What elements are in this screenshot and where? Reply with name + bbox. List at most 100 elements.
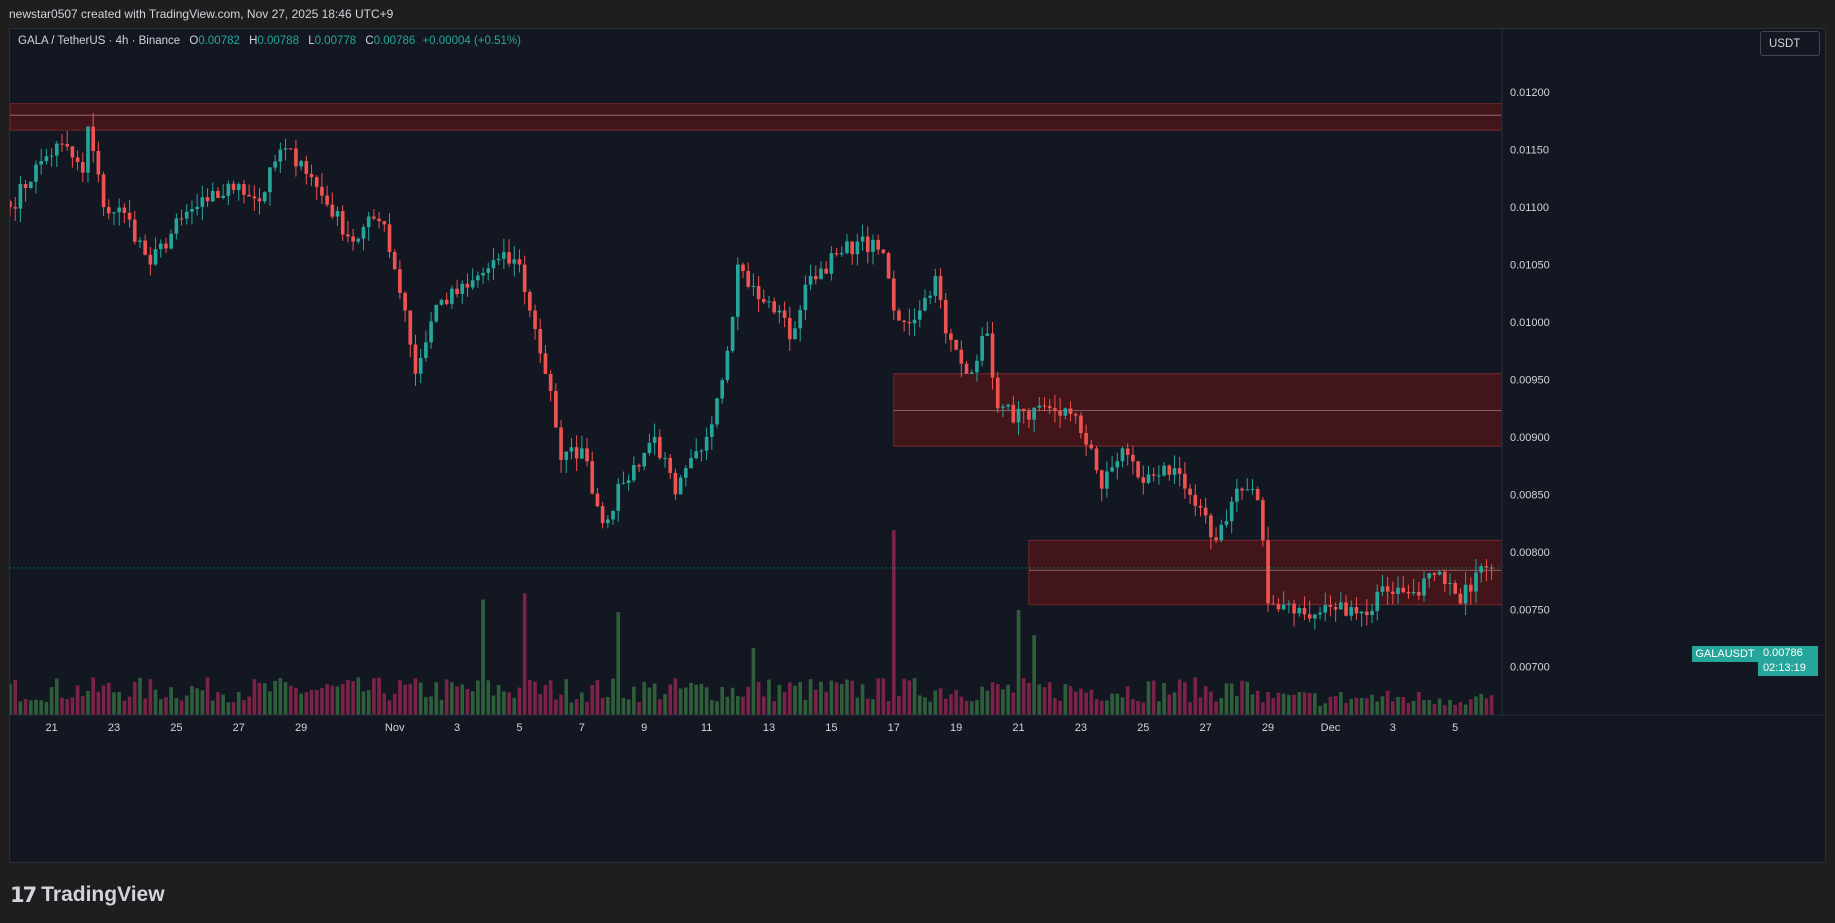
price-tick-label: 0.01200	[1510, 87, 1550, 99]
symbol-title[interactable]: GALA / TetherUS · 4h · Binance	[18, 35, 181, 47]
candle-body	[1333, 606, 1338, 610]
volume-bar	[1042, 687, 1047, 715]
volume-bar	[127, 696, 132, 715]
volume-bar	[1318, 705, 1322, 715]
candle-body	[148, 254, 153, 265]
resistance-zone-3	[1028, 539, 1503, 606]
volume-bar	[673, 678, 678, 715]
price-chart[interactable]: 0.01200 0.01150 0.01100 0.01050 0.01000 0.009…	[10, 29, 1827, 864]
volume-bar	[735, 696, 740, 715]
candle-body	[1219, 524, 1224, 541]
time-tick-label: 5	[1452, 722, 1458, 734]
volume-bar	[1375, 701, 1380, 715]
volume-bar	[1406, 703, 1411, 715]
candle-body	[184, 211, 189, 219]
candle-body	[1146, 474, 1151, 483]
candle-body	[1224, 521, 1229, 525]
volume-bar	[1063, 684, 1068, 715]
volume-bar	[460, 684, 465, 715]
volume-bar	[1468, 699, 1473, 715]
volume-bar	[1115, 693, 1120, 715]
bar-countdown: 02:13:19	[1763, 662, 1806, 674]
candle-body	[1079, 415, 1083, 434]
candle-body	[1375, 591, 1380, 611]
candle-body	[928, 295, 932, 298]
candle-body	[356, 238, 361, 242]
candle-body	[793, 328, 797, 340]
volume-bar	[517, 687, 522, 715]
candle-body	[1339, 602, 1343, 610]
volume-bar	[1427, 699, 1432, 715]
candle-body	[200, 197, 205, 207]
candle-body	[990, 333, 995, 378]
candle-body	[1099, 470, 1104, 489]
candle-body	[210, 190, 215, 202]
candle-body	[730, 316, 735, 351]
time-tick-label: 17	[888, 722, 900, 734]
candle-body	[528, 292, 532, 311]
volume-bar	[1032, 635, 1036, 715]
candle-body	[34, 164, 38, 182]
volume-bar	[174, 698, 179, 715]
candle-body	[195, 206, 199, 210]
currency-button[interactable]: USDT	[1760, 31, 1820, 56]
volume-bar	[995, 684, 1000, 715]
candle-body	[1365, 611, 1369, 616]
volume-bar	[891, 530, 896, 715]
volume-bar	[1027, 682, 1031, 715]
candle-body	[824, 268, 829, 274]
candle-body	[164, 243, 168, 249]
volume-bar	[262, 683, 267, 715]
volume-bar	[330, 685, 335, 715]
candle-body	[689, 458, 693, 469]
candle-body	[798, 309, 803, 329]
volume-bar	[413, 678, 418, 715]
volume-bar	[985, 690, 990, 715]
volume-bar	[975, 700, 979, 715]
candle-body	[995, 377, 1000, 409]
volume-bar	[1058, 700, 1062, 715]
volume-bar	[169, 687, 173, 715]
volume-bar	[834, 682, 839, 715]
price-tick-label: 0.00750	[1510, 604, 1550, 616]
candle-body	[839, 253, 844, 255]
volume-bar	[741, 696, 745, 715]
candle-body	[1370, 610, 1374, 616]
volume-bar	[1391, 701, 1395, 715]
candle-body	[694, 451, 699, 459]
volume-bar	[772, 701, 777, 715]
candle-body	[1396, 587, 1400, 595]
volume-bar	[1276, 692, 1281, 715]
candle-body	[746, 271, 751, 287]
candle-body	[382, 221, 387, 225]
volume-bar	[647, 687, 652, 715]
candle-body	[91, 126, 95, 151]
candle-body	[1380, 586, 1385, 592]
candle-body	[226, 183, 231, 196]
volume-bar	[819, 681, 823, 715]
candle-body	[335, 211, 340, 217]
time-tick-label: Nov	[385, 722, 405, 734]
volume-bar	[798, 682, 803, 715]
volume-bar	[481, 599, 485, 715]
candle-body	[632, 465, 636, 481]
footer-branding[interactable]: 17 TradingView	[10, 880, 165, 910]
candle-body	[975, 360, 979, 373]
candle-body	[512, 259, 517, 264]
volume-bar	[793, 685, 797, 715]
volume-bar	[642, 681, 647, 715]
volume-bar	[1016, 610, 1021, 715]
volume-bar	[486, 680, 491, 715]
candle-body	[351, 236, 355, 242]
candle-body	[907, 322, 912, 324]
chart-pane[interactable]: 0.01200 0.01150 0.01100 0.01050 0.01000 0.009…	[9, 28, 1827, 864]
low-value: 0.00778	[314, 35, 357, 47]
volume-bar	[564, 679, 569, 715]
volume-bar	[75, 685, 80, 715]
volume-bar	[1193, 677, 1198, 715]
candle-body	[320, 186, 324, 196]
volume-bar	[1037, 684, 1042, 715]
volume-bar	[1344, 703, 1348, 715]
candle-body	[1006, 404, 1010, 407]
candle-body	[606, 519, 610, 524]
